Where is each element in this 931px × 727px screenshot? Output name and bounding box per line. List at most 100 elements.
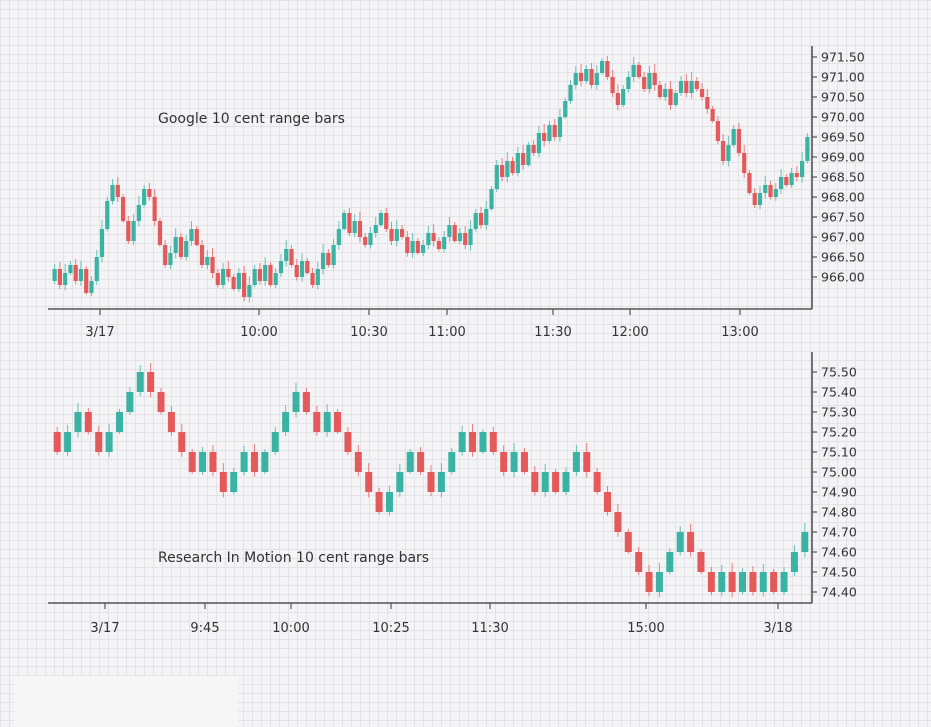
chart-google-bar	[778, 177, 784, 189]
chart-google-bar	[310, 273, 315, 285]
chart-google-bar	[226, 269, 231, 277]
chart-google-bar	[610, 77, 615, 93]
chart-google-bar	[405, 237, 410, 253]
chart-google-bar	[415, 241, 420, 253]
chart-rim-bar	[188, 452, 196, 472]
chart-rim-y-tick-label: 74.40	[821, 585, 857, 600]
chart-google-bar	[642, 77, 647, 89]
chart-rim-bar	[541, 472, 549, 492]
chart-rim-bar	[126, 392, 134, 412]
chart-google-bar	[521, 153, 526, 165]
chart-google-title: Google 10 cent range bars	[158, 111, 345, 127]
chart-rim-bar	[230, 472, 238, 492]
chart-rim-bar	[801, 532, 809, 552]
chart-google-bar	[157, 221, 163, 245]
chart-rim-y-tick-label: 75.20	[821, 425, 857, 440]
chart-google-y-tick-label: 969.50	[821, 130, 865, 145]
chart-rim-bar	[780, 572, 788, 592]
chart-rim-bar	[427, 472, 435, 492]
chart-rim-bar	[676, 532, 684, 552]
chart-google-x-tick-label: 11:30	[534, 325, 571, 340]
chart-google-bar	[57, 269, 62, 285]
chart-rim-y-tick-label: 74.60	[821, 545, 857, 560]
chart-google-y-tick-label: 970.00	[821, 110, 865, 125]
chart-google-bar	[721, 141, 726, 161]
chart-rim-bar	[334, 412, 342, 432]
chart-rim-y-tick-label: 75.30	[821, 405, 857, 420]
chart-rim-bar	[666, 552, 674, 572]
chart-rim-bar	[302, 392, 310, 412]
chart-google-bar	[357, 221, 363, 237]
chart-google-bar	[142, 189, 147, 205]
chart-google-bar	[789, 173, 794, 185]
chart-rim-bar	[469, 432, 477, 452]
chart-google-bar	[89, 281, 94, 293]
chart-google-bar	[715, 121, 720, 141]
chart-rim-x-tick-label: 10:25	[372, 621, 409, 636]
chart-rim-x-ticks: 3/17 9:45 10:00 10:25 11:30 15:00 3/18	[90, 603, 793, 636]
chart-rim-y-tick-label: 74.70	[821, 525, 857, 540]
chart-google-bar	[542, 133, 547, 141]
chart-google-bar	[231, 277, 236, 289]
chart-google-bar	[784, 177, 789, 185]
chart-google-bar	[347, 213, 352, 233]
chart-google-bar	[84, 269, 89, 293]
chart-rim-bar	[687, 532, 695, 552]
chart-rim-bar	[147, 372, 155, 392]
chart-google-bar	[526, 145, 531, 165]
chart-rim-bar	[209, 452, 217, 472]
chart-google-x-tick-label: 11:00	[428, 325, 465, 340]
chart-google-bar	[273, 273, 278, 285]
chart-google-bar	[557, 117, 563, 137]
chart-google-bar	[384, 213, 389, 229]
chart-google-bar	[131, 221, 136, 241]
chart-rim-x-tick-label: 11:30	[471, 621, 508, 636]
chart-google-bar	[463, 233, 468, 245]
chart-google-bar	[673, 93, 678, 105]
chart-google-bar	[284, 249, 289, 261]
chart-rim-bar	[365, 472, 373, 492]
chart-rim-bar	[417, 452, 425, 472]
chart-rim-bar	[219, 472, 227, 492]
chart-google-bar	[421, 245, 426, 253]
chart-google-bar	[326, 253, 331, 265]
chart-google-bar	[652, 73, 657, 85]
chart-google-bar	[578, 73, 584, 81]
chart-google-bar	[552, 125, 557, 137]
chart-google-bar	[747, 173, 752, 193]
chart-rim-bar	[697, 552, 705, 572]
chart-google-bar	[694, 81, 699, 89]
chart-google-bar	[447, 225, 452, 237]
chart-google-bar	[368, 233, 373, 245]
chart-google-bar	[378, 213, 384, 225]
chart-google-bar	[289, 249, 294, 265]
chart-google-bar	[189, 229, 194, 241]
chart-google-bar	[473, 213, 478, 229]
chart-google-bar	[163, 245, 168, 265]
chart-google-x-tick-label: 13:00	[721, 325, 758, 340]
chart-google-x-tick-label: 10:00	[240, 325, 277, 340]
chart-rim-bar	[240, 452, 248, 472]
chart-google: 966.00 966.50 967.00 967.50 968.00 968.50 969.…	[48, 46, 865, 340]
chart-rim-bar	[510, 452, 518, 472]
chart-google-bar	[215, 273, 220, 285]
chart-rim-bar	[157, 392, 165, 412]
chart-google-bar	[757, 193, 763, 205]
chart-google-x-tick-label: 10:30	[350, 325, 387, 340]
chart-rim-bar	[655, 572, 663, 592]
chart-rim-bar	[167, 412, 175, 432]
chart-google-bar	[236, 273, 241, 289]
chart-google-bar	[805, 137, 810, 161]
chart-google-bar	[573, 73, 578, 85]
chart-google-bar	[120, 197, 126, 221]
chart-rim-bar	[479, 432, 487, 452]
chart-google-bar	[184, 241, 189, 257]
chart-rim-bar	[64, 432, 72, 452]
chart-rim-bars	[53, 363, 809, 598]
chart-google-bar	[663, 89, 668, 97]
chart-rim-bar	[707, 572, 715, 592]
chart-google-bar	[599, 61, 605, 73]
chart-rim-bar	[354, 452, 362, 472]
chart-rim-title: Research In Motion 10 cent range bars	[158, 550, 429, 566]
chart-rim-bar	[728, 572, 736, 592]
